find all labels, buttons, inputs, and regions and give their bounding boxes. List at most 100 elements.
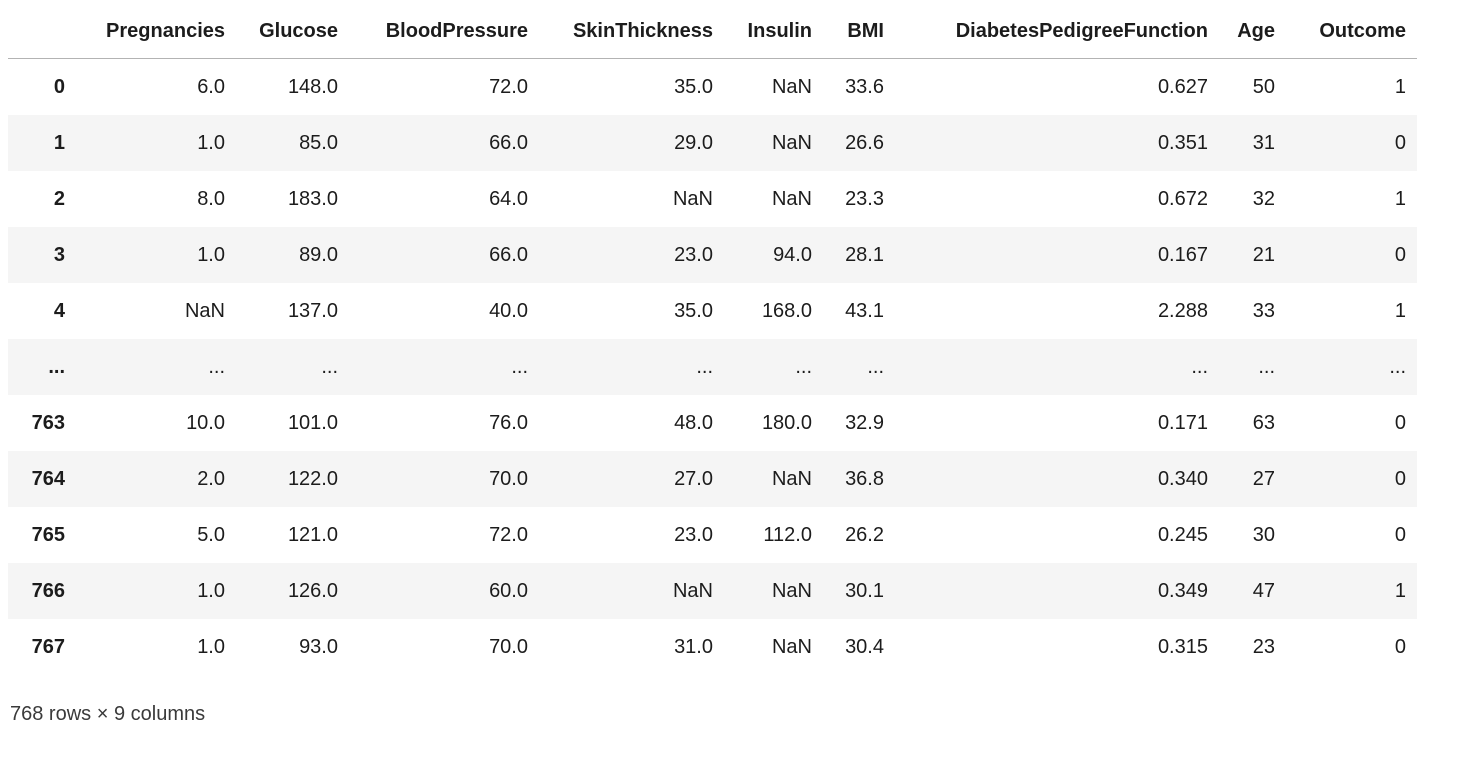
cell-outcome: 1 [1394,188,1406,210]
cell-outcome: 0 [1394,524,1406,546]
cell-pregnancies: 10.0 [186,412,225,434]
cell-outcome: ... [1389,356,1406,378]
cell-bloodpressure: 72.0 [489,76,528,98]
cell-outcome: 0 [1394,244,1406,266]
table-row: .............................. [8,339,1417,395]
cell-bloodpressure: 40.0 [489,300,528,322]
column-header-glucose: Glucose [236,8,349,59]
cell-skinthickness: 23.0 [674,244,713,266]
table-row: 767 1.0 93.0 70.0 31.0 NaN 30.4 0.315 23 0 [8,619,1417,675]
column-header-pregnancies: Pregnancies [76,8,236,59]
cell-skinthickness: 35.0 [674,76,713,98]
cell-skinthickness: 27.0 [674,468,713,490]
row-index: 766 [31,580,65,602]
dataframe-header: Pregnancies Glucose BloodPressure SkinThick… [8,8,1417,59]
cell-pregnancies: 1.0 [197,244,225,266]
cell-bloodpressure: 70.0 [489,636,528,658]
cell-pregnancies: 1.0 [197,132,225,154]
column-header-bloodpressure: BloodPressure [349,8,539,59]
dataframe-table: Pregnancies Glucose BloodPressure SkinThick… [8,8,1417,675]
table-row: 766 1.0 126.0 60.0 NaN NaN 30.1 0.349 47 1 [8,563,1417,619]
cell-glucose: 126.0 [287,580,338,602]
row-index: 1 [53,132,65,154]
cell-bloodpressure: 76.0 [489,412,528,434]
cell-insulin: NaN [771,76,812,98]
cell-pregnancies: 1.0 [197,580,225,602]
cell-bloodpressure: 72.0 [489,524,528,546]
column-header-insulin: Insulin [724,8,823,59]
cell-age: 47 [1252,580,1275,602]
cell-pregnancies: 8.0 [197,188,225,210]
cell-glucose: 183.0 [287,188,338,210]
cell-bloodpressure: 66.0 [489,244,528,266]
cell-skinthickness: 31.0 [674,636,713,658]
dataframe-shape-caption: 768 rows × 9 columns [10,703,206,725]
cell-diabetespedigreefunction: 0.672 [1157,188,1208,210]
cell-diabetespedigreefunction: 0.351 [1157,132,1208,154]
cell-skinthickness: 48.0 [674,412,713,434]
cell-bloodpressure: ... [511,356,528,378]
cell-glucose: 121.0 [287,524,338,546]
row-index: 765 [31,524,65,546]
cell-outcome: 1 [1394,580,1406,602]
cell-bmi: 43.1 [845,300,884,322]
cell-glucose: 85.0 [299,132,338,154]
cell-insulin: NaN [771,132,812,154]
cell-bmi: 28.1 [845,244,884,266]
cell-bloodpressure: 60.0 [489,580,528,602]
cell-diabetespedigreefunction: 0.627 [1157,76,1208,98]
cell-glucose: ... [321,356,338,378]
cell-bmi: 23.3 [845,188,884,210]
cell-pregnancies: 5.0 [197,524,225,546]
row-index: ... [48,356,65,378]
cell-glucose: 137.0 [287,300,338,322]
cell-glucose: 122.0 [287,468,338,490]
column-header-age: Age [1219,8,1286,59]
row-index: 3 [53,244,65,266]
cell-diabetespedigreefunction: ... [1191,356,1208,378]
table-row: 3 1.0 89.0 66.0 23.0 94.0 28.1 0.167 21 0 [8,227,1417,283]
cell-diabetespedigreefunction: 0.340 [1157,468,1208,490]
row-index: 0 [53,76,65,98]
row-index: 4 [53,300,65,322]
cell-age: ... [1258,356,1275,378]
cell-age: 63 [1252,412,1275,434]
cell-outcome: 0 [1394,412,1406,434]
column-header-diabetespedigreefunction: DiabetesPedigreeFunction [895,8,1219,59]
cell-diabetespedigreefunction: 2.288 [1157,300,1208,322]
row-index: 763 [31,412,65,434]
cell-bmi: ... [867,356,884,378]
cell-insulin: 112.0 [763,524,812,546]
cell-skinthickness: 23.0 [674,524,713,546]
cell-skinthickness: 35.0 [674,300,713,322]
cell-skinthickness: 29.0 [674,132,713,154]
cell-glucose: 101.0 [287,412,338,434]
cell-diabetespedigreefunction: 0.315 [1157,636,1208,658]
table-row: 765 5.0 121.0 72.0 23.0 112.0 26.2 0.245 30 0 [8,507,1417,563]
cell-bloodpressure: 64.0 [489,188,528,210]
cell-glucose: 148.0 [287,76,338,98]
cell-age: 23 [1252,636,1275,658]
cell-diabetespedigreefunction: 0.245 [1157,524,1208,546]
cell-pregnancies: ... [208,356,225,378]
column-header-skinthickness: SkinThickness [539,8,724,59]
cell-bmi: 30.1 [845,580,884,602]
cell-skinthickness: NaN [672,580,713,602]
cell-diabetespedigreefunction: 0.171 [1157,412,1208,434]
cell-bmi: 33.6 [845,76,884,98]
cell-bmi: 30.4 [845,636,884,658]
cell-pregnancies: 2.0 [197,468,225,490]
cell-insulin: NaN [771,636,812,658]
cell-bloodpressure: 66.0 [489,132,528,154]
cell-diabetespedigreefunction: 0.167 [1157,244,1208,266]
cell-pregnancies: 6.0 [197,76,225,98]
column-header-outcome: Outcome [1286,8,1417,59]
table-row: 1 1.0 85.0 66.0 29.0 NaN 26.6 0.351 31 0 [8,115,1417,171]
cell-insulin: NaN [771,580,812,602]
cell-outcome: 0 [1394,636,1406,658]
cell-age: 27 [1252,468,1275,490]
cell-pregnancies: NaN [184,300,225,322]
cell-age: 33 [1252,300,1275,322]
cell-bmi: 36.8 [845,468,884,490]
row-index: 767 [31,636,65,658]
